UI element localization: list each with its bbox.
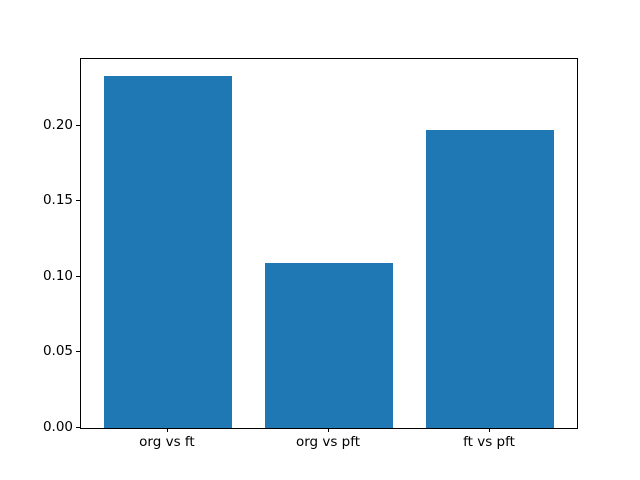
- y-tick-mark: [76, 200, 80, 202]
- x-tick-label: org vs pft: [295, 434, 361, 450]
- y-tick-label: 0.20: [42, 116, 73, 133]
- x-tick-mark: [166, 428, 168, 432]
- x-tick-label: org vs ft: [139, 434, 195, 450]
- bar-org-vs-ft: [103, 76, 233, 428]
- y-tick-label: 0.10: [42, 267, 73, 284]
- y-tick-mark: [76, 427, 80, 428]
- y-tick-label: 0.15: [42, 192, 73, 209]
- y-tick-label: 0.00: [42, 419, 73, 435]
- bar-org-vs-pft: [264, 263, 394, 428]
- bar-ft-vs-pft: [425, 130, 555, 428]
- x-tick-mark: [328, 428, 329, 432]
- plot-area: [80, 58, 578, 429]
- x-tick-label: ft vs pft: [463, 434, 515, 450]
- y-tick-mark: [76, 275, 80, 277]
- y-tick-mark: [76, 351, 80, 353]
- x-tick-mark: [489, 428, 491, 432]
- y-tick-mark: [76, 124, 80, 126]
- y-tick-label: 0.05: [42, 343, 73, 360]
